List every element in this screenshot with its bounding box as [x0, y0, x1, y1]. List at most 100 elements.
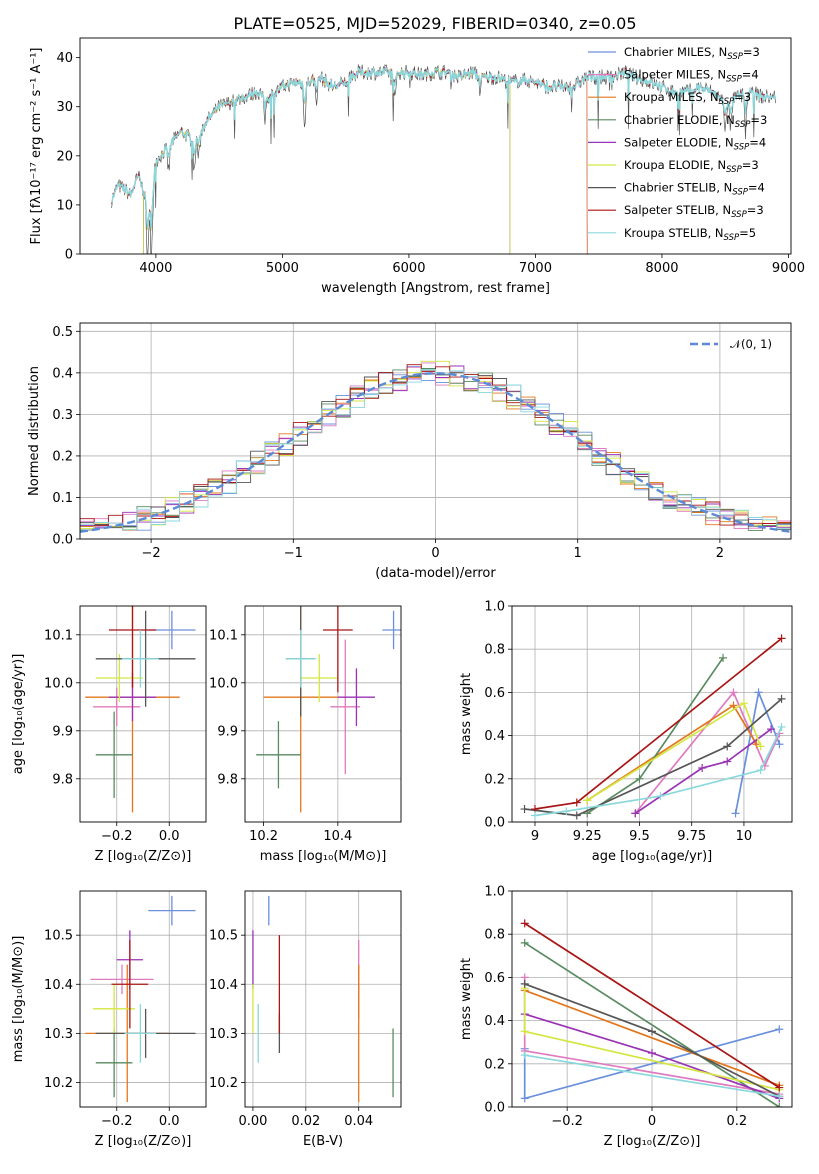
series-salpeter-stelib — [530, 634, 786, 814]
x-tick-label: 0.0 — [159, 829, 180, 844]
y-tick-label: 10.3 — [209, 1027, 238, 1042]
x-tick-label: 5000 — [266, 261, 299, 276]
error-point — [90, 964, 154, 995]
axes-frame — [511, 890, 793, 1108]
spectrum-line-kroupa-miles — [111, 67, 588, 254]
series-salpeter-stelib — [520, 919, 784, 1092]
series-kroupa-elodie — [583, 699, 765, 805]
y-tick-label: 0.8 — [484, 643, 505, 658]
legend-entry: Chabrier STELIB, NSSP=4 — [624, 181, 765, 198]
spectrum-line-kroupa-stelib — [111, 66, 777, 229]
y-tick-label: 10.1 — [209, 628, 238, 643]
x-axis-label: Z [log₁₀(Z/Z⊙)] — [95, 849, 192, 864]
series-line — [524, 989, 780, 1087]
series-line — [586, 704, 758, 802]
plot-area-age-vs-Z — [85, 606, 196, 813]
error-point — [95, 654, 143, 702]
legend-entry: Salpeter MILES, NSSP=4 — [624, 68, 759, 85]
x-tick-label: 7000 — [519, 261, 552, 276]
y-tick-label: 1.0 — [484, 600, 505, 615]
x-tick-label: 0.2 — [727, 1114, 748, 1129]
data-point — [562, 807, 571, 816]
error-point — [256, 721, 301, 789]
data-point — [631, 809, 640, 818]
x-tick-label: 10.2 — [249, 829, 278, 844]
data-point — [775, 1083, 784, 1092]
error-point — [95, 1028, 133, 1098]
x-tick-label: 8000 — [645, 261, 678, 276]
x-tick-label: 9.25 — [573, 829, 602, 844]
data-point — [777, 694, 786, 703]
x-tick-label: 9.5 — [629, 829, 650, 844]
series-line — [586, 701, 762, 802]
spectrum-line-chabrier-miles — [111, 67, 588, 254]
error-point — [95, 711, 133, 798]
x-axis-label: wavelength [Angstrom, rest frame] — [321, 281, 550, 296]
data-point — [656, 792, 665, 801]
y-tick-label: 10.0 — [209, 676, 238, 691]
x-tick-label: 0.02 — [291, 1114, 320, 1129]
legend-entry: Chabrier ELODIE, NSSP=3 — [624, 113, 767, 130]
error-point — [382, 610, 401, 650]
axes-mass-weight-vs-age: 9 9.25 9.5 9.75 10 0.0 0.2 0.4 0.6 0.8 1.0 age [log… — [459, 600, 793, 864]
y-tick-label: 20 — [56, 149, 73, 164]
x-axis-label: age [log₁₀(age/yr)] — [592, 849, 713, 864]
data-point — [729, 701, 738, 710]
series-chabrier-stelib — [520, 694, 786, 820]
x-axis-label: Z [log₁₀(Z/Z⊙)] — [604, 1134, 701, 1149]
x-axis-label: (data-model)/error — [375, 566, 496, 581]
y-tick-label: 0.0 — [484, 1101, 505, 1116]
error-point — [93, 984, 136, 1034]
axes-age-vs-Z: −0.2 0.0 9.8 9.9 10.0 10.1 Z [log₁₀(Z/Z⊙)] age … — [11, 605, 207, 864]
error-point — [300, 654, 338, 702]
axes-frame — [79, 37, 792, 255]
x-tick-label: −1 — [284, 546, 303, 561]
y-tick-label: 0.4 — [52, 366, 73, 381]
series-salpeter-elodie — [631, 725, 776, 818]
y-tick-label: 0.6 — [484, 971, 505, 986]
data-point — [530, 811, 539, 820]
data-point — [739, 699, 748, 708]
series-line — [524, 698, 783, 817]
y-tick-label: 9.8 — [217, 772, 238, 787]
x-axis-label: E(B-V) — [303, 1134, 343, 1149]
y-tick-label: 0.0 — [52, 533, 73, 548]
series-line — [524, 1054, 780, 1098]
legend-entry: 𝒩(0, 1) — [730, 337, 772, 351]
x-tick-label: 1 — [574, 546, 582, 561]
data-point — [520, 805, 529, 814]
axes-frame — [79, 890, 207, 1108]
data-point — [723, 757, 732, 766]
y-axis-label: mass weight — [459, 673, 474, 755]
data-point — [520, 1027, 529, 1036]
error-point — [124, 1003, 157, 1063]
y-axis-label: Flux [fλ10⁻¹⁷ erg cm⁻² s⁻¹ A⁻¹] — [29, 48, 44, 245]
y-tick-label: 10 — [56, 198, 73, 213]
axes-mass-vs-EBV: 0.00 0.02 0.04 10.2 10.3 10.4 10.5 E(B-V) — [209, 890, 402, 1149]
legend-entry: Chabrier MILES, NSSP=3 — [624, 45, 760, 62]
error-point — [323, 606, 353, 693]
series-line — [634, 728, 772, 815]
x-tick-label: 0.04 — [344, 1114, 373, 1129]
x-tick-label: 0.0 — [159, 1114, 180, 1129]
y-tick-label: 10.5 — [209, 929, 238, 944]
plot-area-mass-vs-Z — [85, 895, 196, 1103]
data-point — [520, 938, 529, 947]
y-tick-label: 10.2 — [209, 1076, 238, 1091]
x-tick-label: 10.4 — [323, 829, 352, 844]
data-point — [729, 688, 738, 697]
x-tick-label: 0 — [648, 1114, 656, 1129]
y-tick-label: 0.4 — [484, 1014, 505, 1029]
series-salpeter-miles — [631, 688, 784, 818]
x-tick-label: 10 — [736, 829, 753, 844]
y-tick-label: 10.1 — [44, 628, 73, 643]
y-tick-label: 9.9 — [217, 724, 238, 739]
axes-frame — [79, 322, 792, 540]
legend-entry: Kroupa MILES, NSSP=3 — [624, 90, 751, 107]
data-point — [731, 809, 740, 818]
y-tick-label: 10.5 — [44, 929, 73, 944]
y-tick-label: 0.5 — [52, 325, 73, 340]
y-tick-label: 0.4 — [484, 729, 505, 744]
data-point — [777, 722, 786, 731]
spectrum-line-chabrier-elodie — [142, 67, 511, 254]
